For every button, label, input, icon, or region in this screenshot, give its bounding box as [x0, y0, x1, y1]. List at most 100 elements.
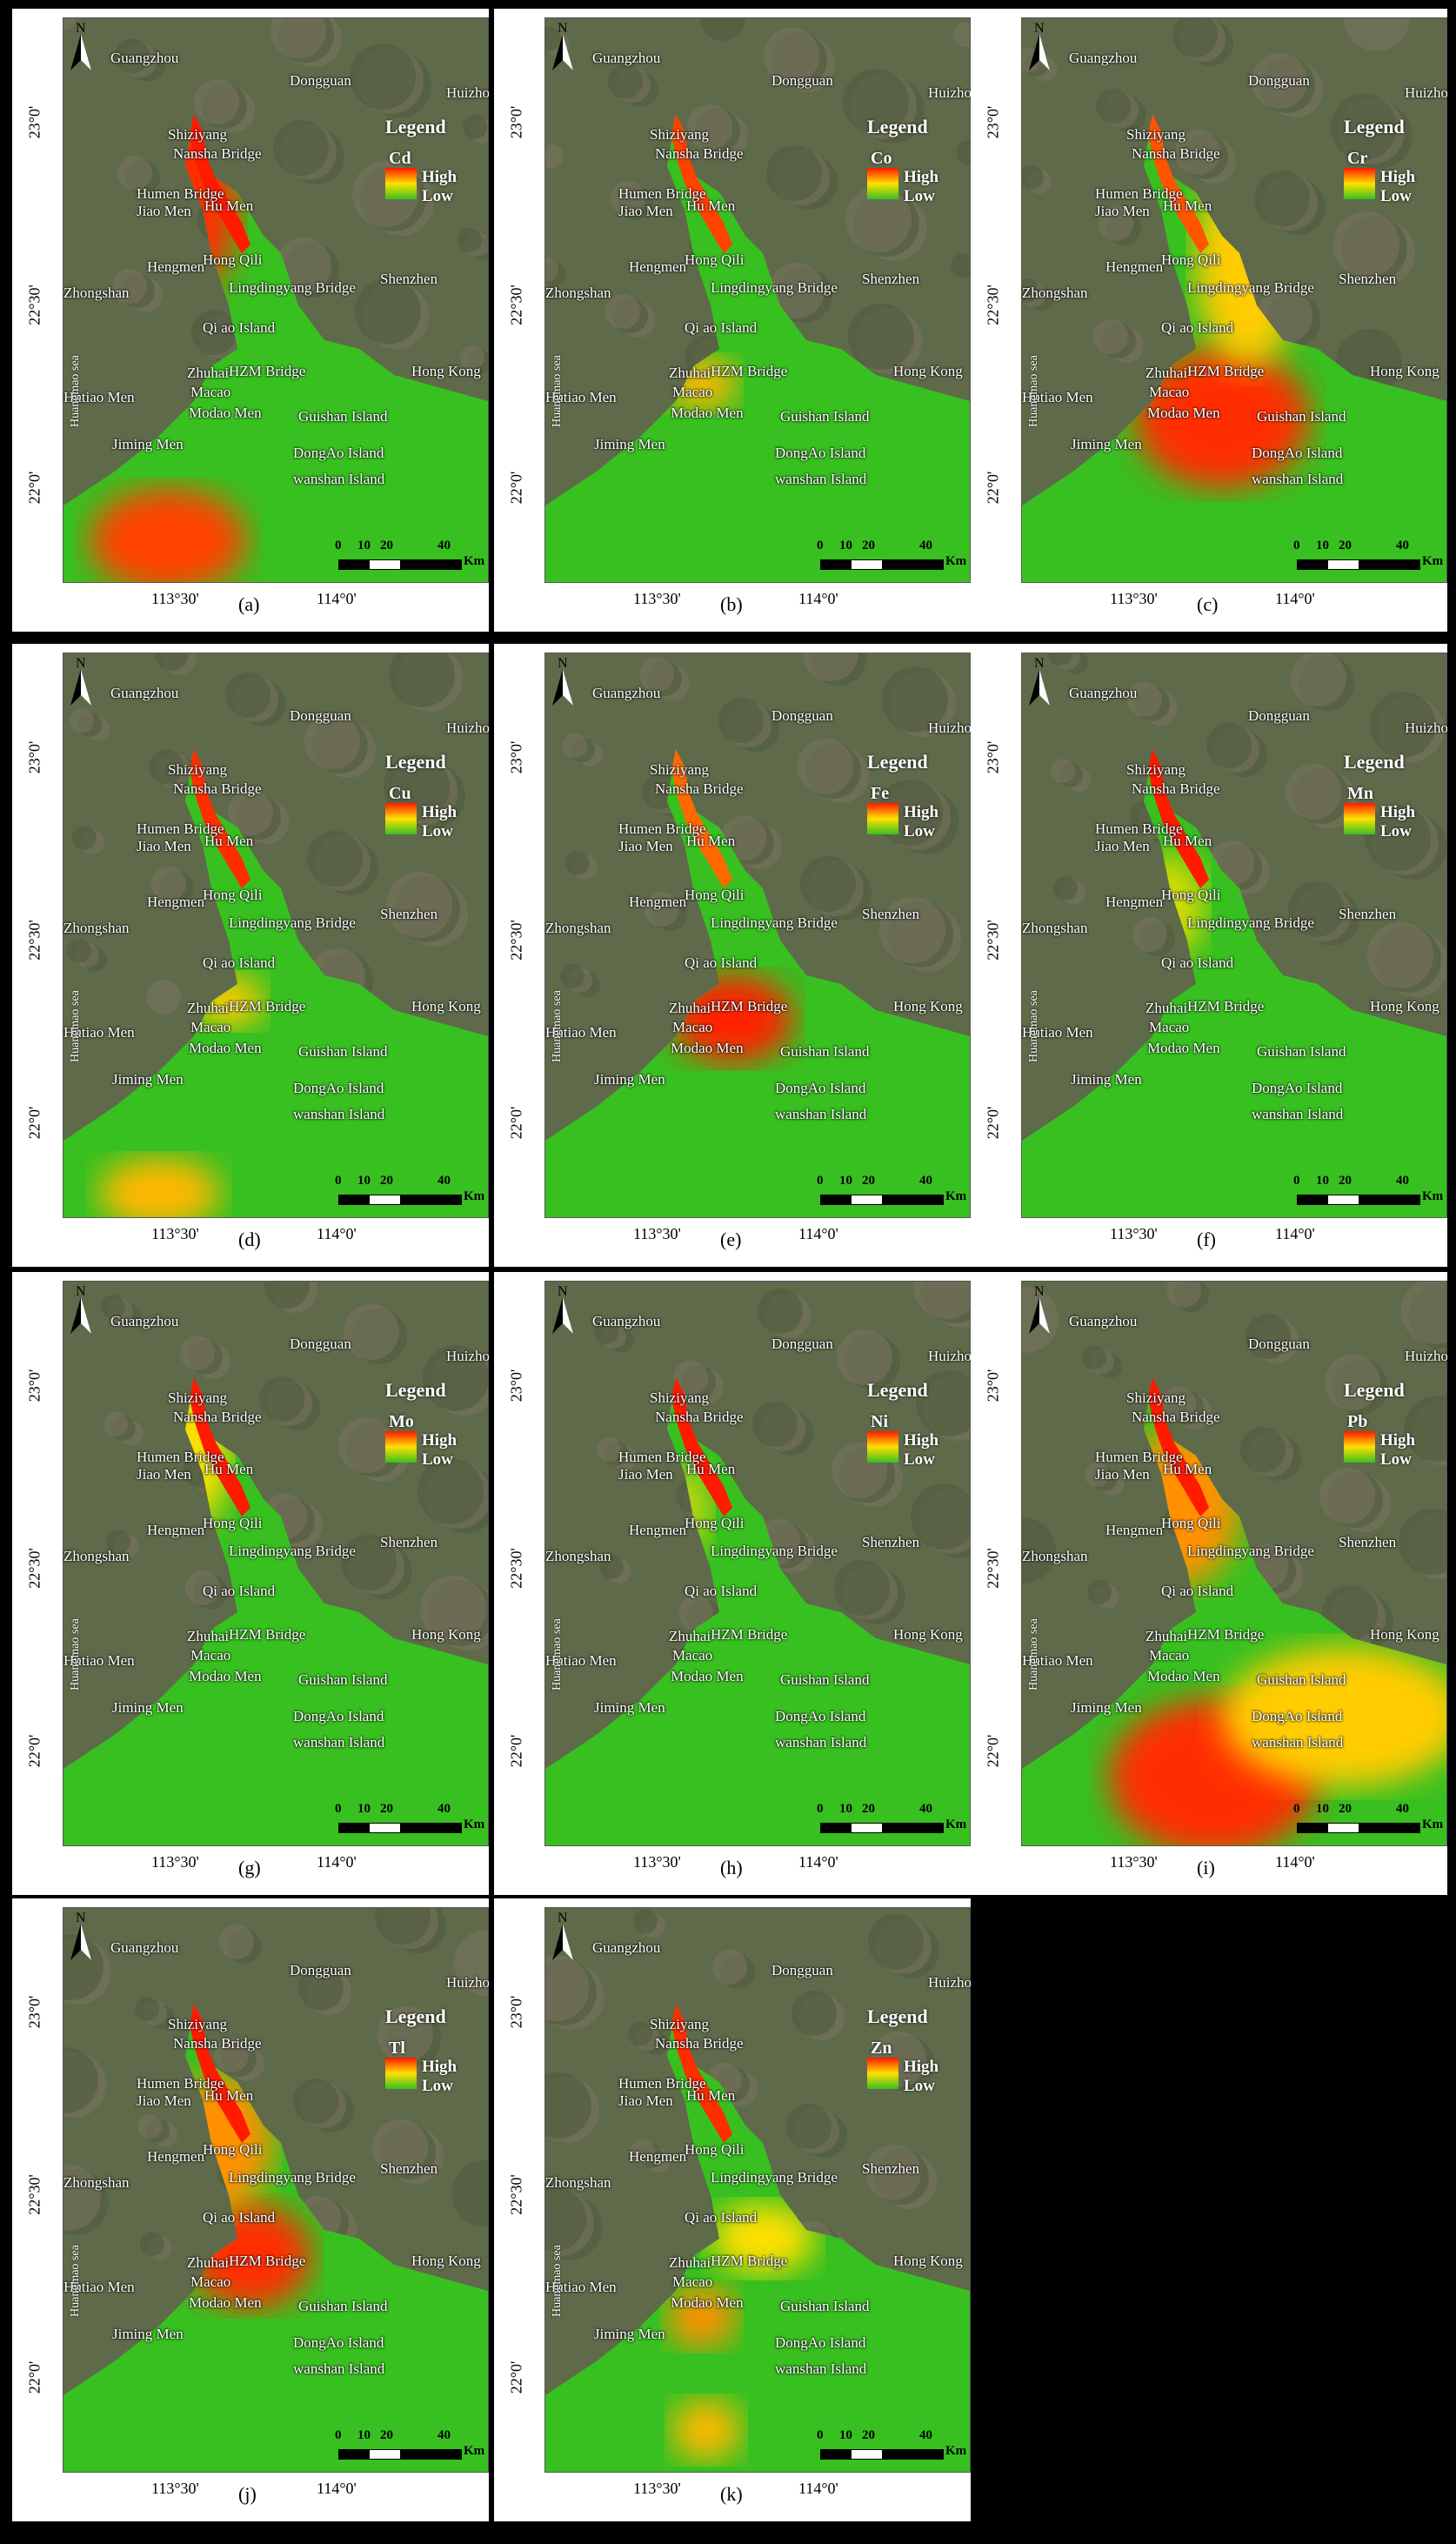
land-texture — [845, 186, 912, 252]
north-arrow-icon — [70, 1924, 91, 1960]
north-arrow-icon — [1029, 669, 1050, 706]
map-area: N Guangzhou Dongguan Huizhou Shiziyang Nansha… — [1021, 17, 1447, 583]
land-texture — [460, 345, 484, 370]
place-label: Jiming Men — [112, 2326, 184, 2342]
longitude-label: 114°0' — [317, 1853, 357, 1871]
land-texture — [718, 698, 764, 743]
place-label: Guishan Island — [298, 1671, 388, 1688]
land-texture — [386, 872, 452, 938]
scale-tick-label: 20 — [380, 539, 393, 552]
longitude-label: 114°0' — [798, 1225, 838, 1242]
scale-unit: Km — [464, 1189, 485, 1203]
legend-element-symbol: Co — [871, 149, 892, 168]
legend-color-ramp — [867, 2058, 898, 2089]
land-texture — [1022, 1517, 1056, 1583]
place-label: Dongguan — [771, 707, 833, 724]
land-texture — [1365, 805, 1431, 871]
latitude-label: 22°0' — [507, 471, 525, 505]
scale-tick-label: 10 — [357, 2428, 371, 2442]
map-area: N Guangzhou Dongguan Huizhou Shiziyang Nansha… — [544, 1907, 971, 2473]
heatmap-svg: N — [63, 1282, 488, 1845]
place-label: HZM Bridge — [711, 998, 788, 1014]
place-label: Lingdingyang Bridge — [1187, 279, 1314, 296]
north-arrow-icon — [552, 669, 573, 706]
place-label: Macao — [1149, 384, 1190, 400]
land-texture — [565, 851, 590, 875]
land-texture — [420, 1576, 486, 1642]
place-label: Zhongshan — [63, 285, 130, 301]
place-label: Macao — [190, 384, 231, 400]
place-label: HZM Bridge — [229, 998, 306, 1014]
place-label: Hengmen — [1105, 1522, 1164, 1538]
place-label: Dongguan — [290, 1962, 351, 1978]
place-label: Nansha Bridge — [1132, 145, 1220, 162]
land-texture — [1127, 682, 1162, 717]
place-label: Jiming Men — [594, 436, 665, 452]
land-texture — [837, 1329, 892, 1385]
legend-high-label: High — [904, 168, 939, 186]
land-texture — [916, 1370, 970, 1436]
map-panel-co: N Guangzhou Dongguan Huizhou Shiziyang Nansha… — [494, 9, 971, 632]
heatmap-svg: N — [1022, 1282, 1446, 1845]
place-label: Zhuhai — [669, 365, 711, 381]
place-label: Lingdingyang Bridge — [1187, 914, 1314, 931]
land-texture — [597, 1437, 621, 1462]
land-texture — [67, 939, 91, 963]
longitude-label: 113°30' — [1110, 590, 1158, 607]
place-label: DongAo Island — [293, 445, 384, 461]
scale-tick-label: 10 — [357, 1174, 371, 1188]
land-texture — [633, 1909, 658, 1933]
place-label: Shiziyang — [168, 2016, 227, 2032]
land-texture — [304, 713, 360, 769]
land-texture — [1344, 18, 1410, 51]
land-texture — [800, 856, 856, 912]
place-label: Guishan Island — [298, 408, 388, 425]
river-channel — [190, 114, 250, 253]
place-label: wanshan Island — [1252, 1734, 1344, 1751]
north-arrow-icon — [70, 669, 91, 706]
latitude-label: 23°0' — [507, 1369, 525, 1403]
place-label: Guangzhou — [1069, 685, 1138, 701]
longitude-label: 114°0' — [798, 1853, 838, 1871]
place-label: Macao — [190, 1647, 231, 1664]
scale-tick-label: 40 — [919, 1802, 932, 1816]
latitude-label: 23°0' — [25, 1369, 43, 1403]
panel-letter: (i) — [1197, 1857, 1215, 1878]
land-texture — [214, 2038, 249, 2072]
land-texture — [264, 1282, 310, 1309]
land-texture — [1166, 1282, 1201, 1308]
place-label: Macao — [672, 1019, 713, 1035]
scale-tick-label: 10 — [1316, 1802, 1329, 1816]
land-texture — [594, 1320, 618, 1344]
north-label: N — [76, 1911, 86, 1925]
land-texture — [1399, 1509, 1446, 1575]
latitude-label: 22°30' — [507, 1548, 525, 1589]
land-texture — [298, 1965, 344, 2011]
place-label: Lingdingyang Bridge — [229, 1543, 356, 1559]
legend-low-label: Low — [904, 187, 935, 205]
place-label: Lingdingyang Bridge — [1187, 1543, 1314, 1559]
scale-bar-graphic — [820, 1823, 944, 1833]
scale-unit: Km — [464, 1818, 485, 1831]
place-label: Lingdingyang Bridge — [711, 914, 838, 931]
longitude-label: 114°0' — [798, 590, 838, 607]
place-label: Shenzhen — [380, 1534, 438, 1550]
place-label: Lingdingyang Bridge — [711, 2169, 838, 2186]
map-panel-cd: N Guangzhou Dongguan Huizhou Shiziyang Nansha… — [12, 9, 489, 632]
land-texture — [1401, 1282, 1446, 1344]
place-label: wanshan Island — [775, 1106, 867, 1122]
place-label: Nansha Bridge — [173, 2035, 262, 2052]
latitude-label: 23°0' — [984, 1369, 1002, 1403]
scale-unit: Km — [945, 1189, 967, 1203]
land-texture — [151, 867, 186, 901]
place-label: Macao — [190, 2273, 231, 2290]
land-texture — [1333, 211, 1399, 278]
legend-title: Legend — [867, 2005, 928, 2027]
place-label: Jiao Men — [618, 2092, 673, 2109]
land-texture — [180, 1336, 215, 1370]
place-label: Humen Bridge — [137, 1449, 224, 1465]
scale-tick-label: 0 — [1293, 539, 1300, 552]
longitude-label: 113°30' — [1110, 1225, 1158, 1242]
latitude-label: 22°30' — [25, 285, 43, 325]
place-label: Nansha Bridge — [173, 780, 262, 797]
